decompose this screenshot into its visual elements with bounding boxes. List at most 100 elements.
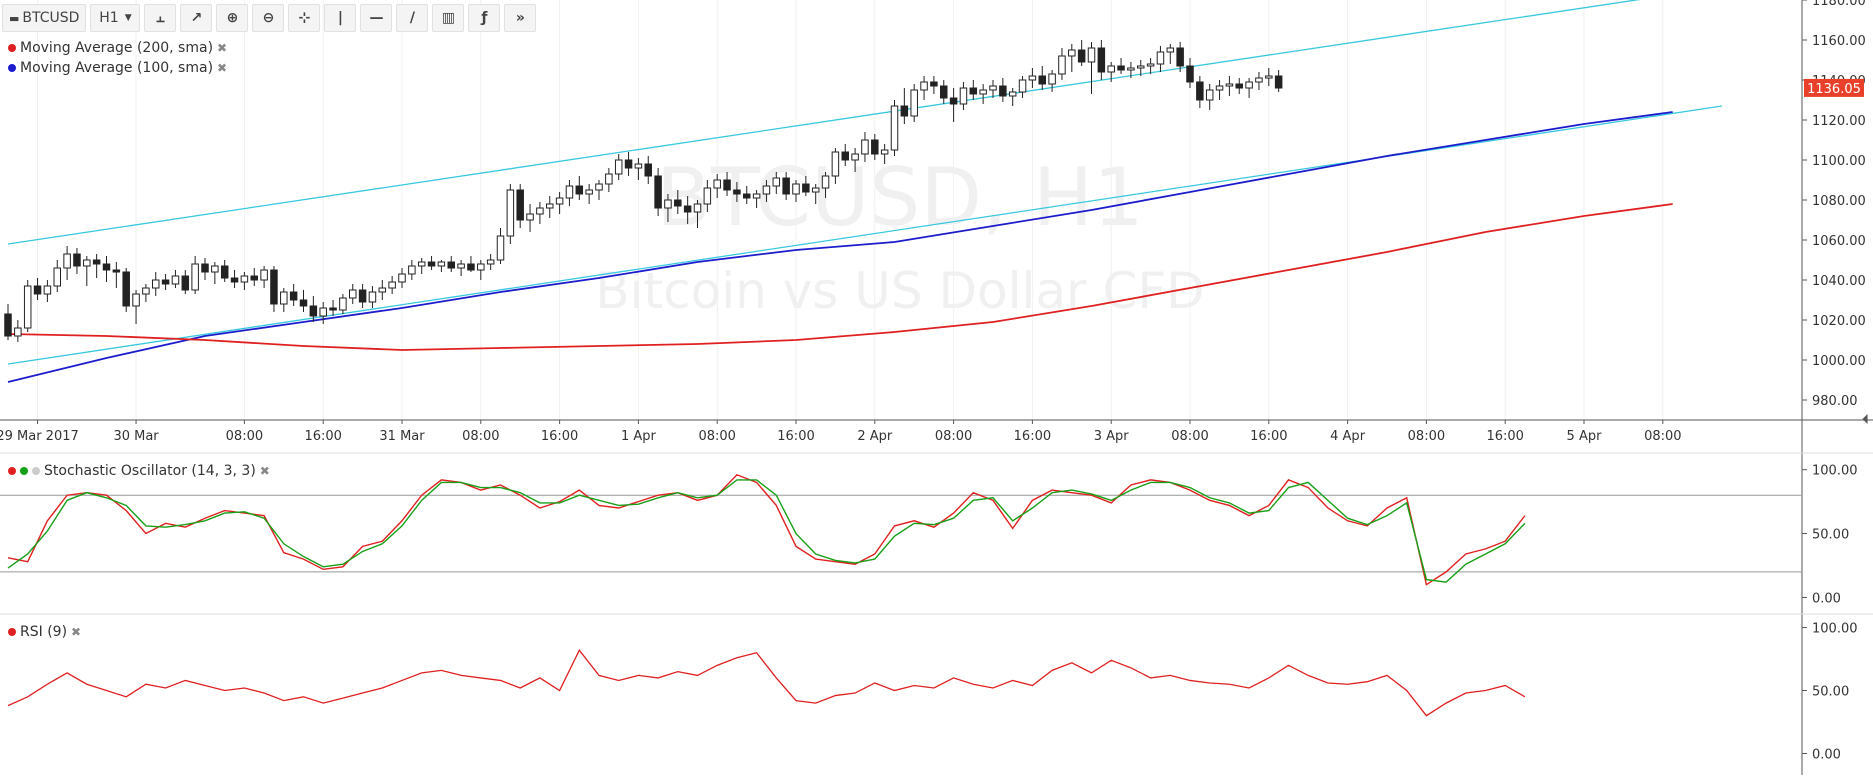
candle xyxy=(1225,76,1234,96)
symbol-button[interactable]: ▬ BTCUSD xyxy=(2,4,87,32)
candle xyxy=(792,180,800,202)
resolution-label: H1 xyxy=(99,10,119,26)
watermark-title: BTCUSD, H1 xyxy=(656,151,1144,244)
candle-body xyxy=(211,265,219,273)
candle-body xyxy=(1028,75,1037,81)
time-tick-label: 5 Apr xyxy=(1567,429,1603,444)
bar-type-icon[interactable]: ⫠ xyxy=(144,4,177,32)
candle-body xyxy=(1176,47,1184,67)
price-tick-label: 1180.00 xyxy=(1812,0,1866,9)
trend-line-icon[interactable]: / xyxy=(396,4,429,32)
candle xyxy=(546,196,554,218)
candle xyxy=(43,280,52,302)
legend-ma200[interactable]: Moving Average (200, sma) ✖ xyxy=(8,40,227,56)
legend-rsi[interactable]: RSI (9) ✖ xyxy=(8,624,81,640)
function-icon[interactable]: ƒ xyxy=(468,4,501,32)
stochastic-tick-label: 0.00 xyxy=(1812,591,1841,606)
candle xyxy=(181,270,190,294)
candle-body xyxy=(920,81,928,91)
vertical-line-icon[interactable]: | xyxy=(324,4,357,32)
price-tick-label: 1160.00 xyxy=(1812,34,1866,49)
candle-body xyxy=(851,153,859,161)
resolution-button[interactable]: H1 ▼ xyxy=(90,4,141,32)
rsi-dot xyxy=(8,628,16,636)
candle xyxy=(477,260,485,280)
candle-body xyxy=(526,213,534,221)
zoom-in-icon[interactable]: ⊕ xyxy=(216,4,249,32)
candle xyxy=(565,180,574,206)
candle xyxy=(1186,58,1194,88)
horizontal-line-icon[interactable]: — xyxy=(360,4,393,32)
close-icon[interactable]: ✖ xyxy=(259,464,270,478)
ma100-label: Moving Average (100, sma) xyxy=(20,60,214,76)
last-price-label: 1136.05 xyxy=(1807,82,1861,97)
candle-body xyxy=(536,207,544,215)
candle-body xyxy=(1146,63,1155,67)
candle xyxy=(693,200,702,228)
candle xyxy=(674,190,682,214)
candle-body xyxy=(614,159,623,175)
candle xyxy=(821,172,830,198)
scroll-right-icon[interactable]: ⏴ xyxy=(1862,412,1869,428)
candle-body xyxy=(43,285,52,295)
candle-body xyxy=(417,261,426,267)
candle-body xyxy=(1077,49,1086,63)
candle xyxy=(1127,62,1135,78)
candle-body xyxy=(1235,83,1243,89)
candle xyxy=(14,320,22,342)
candle xyxy=(122,268,130,312)
candle xyxy=(683,196,692,224)
stoch-level-dot xyxy=(32,467,40,475)
candle xyxy=(339,294,347,314)
fib-icon[interactable]: ▥ xyxy=(432,4,465,32)
candle-body xyxy=(1225,83,1234,87)
close-icon[interactable]: ✖ xyxy=(71,625,82,639)
stochastic-line xyxy=(7,479,1526,583)
time-tick-label: 16:00 xyxy=(1486,429,1523,444)
candle-body xyxy=(53,267,61,287)
candle-body xyxy=(752,193,761,199)
candle-body xyxy=(792,183,800,195)
close-icon[interactable]: ✖ xyxy=(217,61,228,75)
legend-stochastic[interactable]: Stochastic Oscillator (14, 3, 3) ✖ xyxy=(8,463,270,479)
candle xyxy=(398,268,406,288)
candle xyxy=(1097,40,1106,80)
candle xyxy=(457,260,465,276)
candle xyxy=(496,228,505,264)
close-icon[interactable]: ✖ xyxy=(217,41,228,55)
candle xyxy=(1077,40,1086,66)
stoch-k-dot xyxy=(8,467,16,475)
legend-ma100[interactable]: Moving Average (100, sma) ✖ xyxy=(8,60,227,76)
candle-body xyxy=(1107,65,1115,73)
candle-body xyxy=(999,85,1007,97)
channel-line xyxy=(7,105,1722,365)
zoom-out-icon[interactable]: ⊖ xyxy=(252,4,285,32)
candle xyxy=(1255,72,1263,90)
crosshair-icon[interactable]: ⊹ xyxy=(288,4,321,32)
candle-body xyxy=(349,289,357,299)
candle-body xyxy=(516,189,524,221)
candle xyxy=(1245,78,1253,98)
price-tick-label: 1020.00 xyxy=(1812,314,1866,329)
indicators-icon[interactable]: ↗ xyxy=(180,4,213,32)
candle-body xyxy=(782,177,790,195)
more-icon[interactable]: » xyxy=(504,4,537,32)
candle-body xyxy=(811,187,820,193)
time-tick-label: 1 Apr xyxy=(621,429,657,444)
time-tick-label: 08:00 xyxy=(462,429,499,444)
candle xyxy=(595,180,603,200)
candle-body xyxy=(63,253,71,269)
candle-body xyxy=(457,263,465,269)
candle xyxy=(624,152,633,176)
candle xyxy=(358,284,367,308)
candle-body xyxy=(408,265,416,275)
candle-body xyxy=(1097,47,1106,73)
candle xyxy=(260,266,268,288)
candle-body xyxy=(565,185,574,199)
candle xyxy=(92,254,101,278)
price-tick-label: 980.00 xyxy=(1812,394,1858,409)
candle xyxy=(536,202,544,224)
candle-body xyxy=(23,285,32,329)
